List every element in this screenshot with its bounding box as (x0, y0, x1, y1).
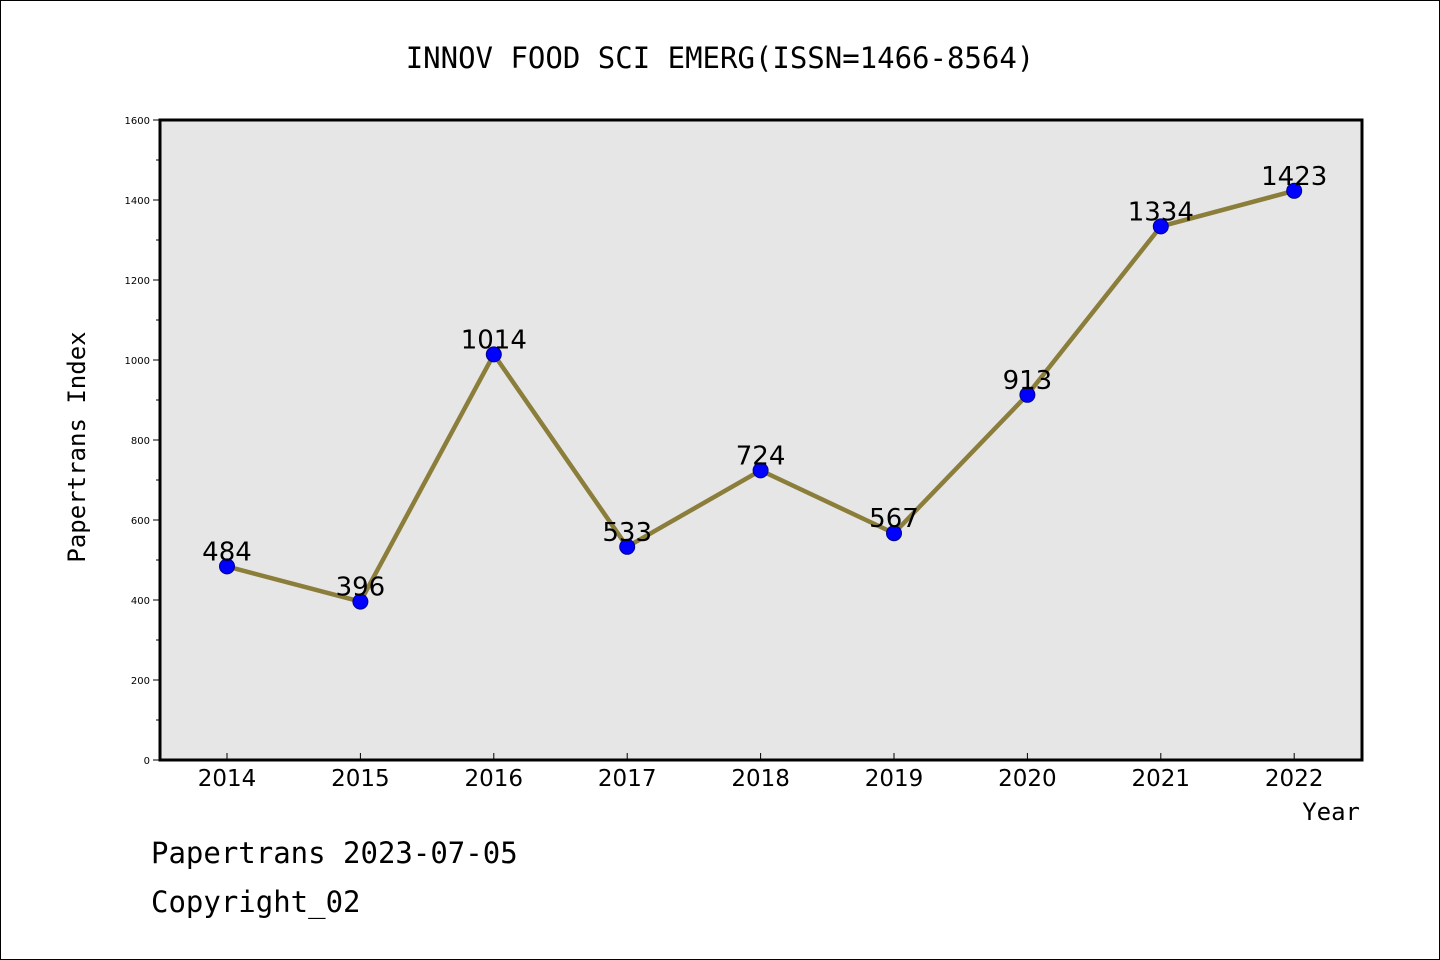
y-axis: 0 200 400 600 800 1000 1200 1400 1600 (125, 116, 160, 767)
footer-copyright-text: Copyright_02 (151, 885, 361, 919)
y-tick-label: 200 (131, 676, 150, 687)
data-point-marker (886, 525, 902, 542)
y-tick-label: 1600 (125, 116, 150, 127)
y-tick-label: 800 (131, 436, 150, 447)
x-tick-label: 2017 (598, 766, 657, 792)
x-tick-label: 2015 (331, 766, 390, 792)
x-tick-label: 2021 (1132, 766, 1191, 792)
data-label: 1014 (461, 325, 527, 355)
x-axis: 2014 2015 2016 2017 2018 2019 2020 2021 2022 (198, 753, 1324, 792)
y-tick-label: 1000 (125, 356, 150, 367)
data-label: 913 (1003, 366, 1053, 396)
data-point-marker (219, 558, 235, 575)
y-tick-label: 600 (131, 516, 150, 527)
y-axis-title: Papertrans Index (63, 331, 91, 562)
x-tick-label: 2018 (731, 766, 790, 792)
data-label: 533 (602, 518, 652, 548)
plot-border (158, 118, 1364, 762)
y-tick-label: 1200 (125, 276, 150, 287)
x-tick-label: 2019 (865, 766, 924, 792)
y-tick-label: 400 (131, 596, 150, 607)
data-label: 484 (202, 537, 252, 567)
data-point-marker (485, 346, 502, 363)
data-label: 1334 (1128, 197, 1194, 227)
x-tick-label: 2016 (465, 766, 524, 792)
markers-group (219, 182, 1303, 610)
chart-title: INNOV FOOD SCI EMERG(ISSN=1466-8564) (406, 41, 1035, 75)
data-point-marker (1152, 218, 1169, 235)
data-label: 724 (736, 441, 786, 471)
x-tick-label: 2020 (998, 766, 1057, 792)
data-point-marker (1286, 182, 1303, 199)
data-point-marker (752, 462, 769, 479)
footer-date-text: Papertrans 2023-07-05 (151, 836, 518, 870)
y-tick-label: 0 (144, 756, 150, 767)
x-axis-title: Year (1302, 798, 1360, 826)
data-point-marker (619, 538, 636, 555)
data-label: 396 (336, 573, 386, 603)
y-tick-label: 1400 (125, 196, 150, 207)
data-label: 567 (869, 504, 919, 534)
data-label: 1423 (1261, 162, 1327, 192)
x-tick-label: 2014 (198, 766, 257, 792)
x-tick-label: 2022 (1265, 766, 1324, 792)
data-labels-group: 484 396 1014 533 724 567 913 1334 1423 (202, 162, 1327, 603)
data-point-marker (352, 593, 369, 610)
data-point-marker (1019, 386, 1036, 403)
